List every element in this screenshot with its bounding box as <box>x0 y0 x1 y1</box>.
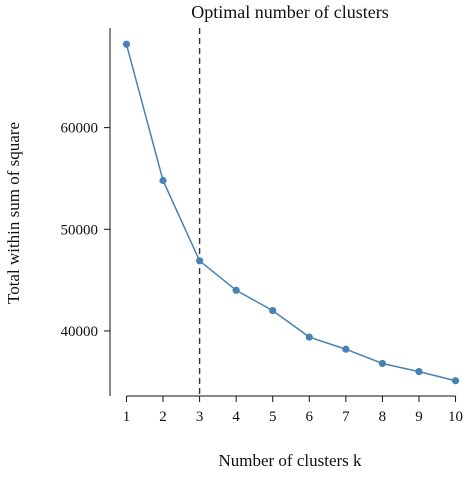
x-tick-label: 2 <box>159 409 167 425</box>
x-tick-label: 9 <box>415 409 423 425</box>
x-tick-label: 1 <box>123 409 131 425</box>
data-point <box>305 333 313 341</box>
data-point <box>159 176 167 185</box>
y-tick-label: 60000 <box>61 121 99 137</box>
x-axis-label: Number of clusters k <box>218 451 362 470</box>
series-layer <box>122 40 460 385</box>
chart-title: Optimal number of clusters <box>191 2 388 22</box>
x-tick-label: 7 <box>342 409 350 425</box>
data-point <box>269 307 277 315</box>
x-tick-label: 8 <box>379 409 387 425</box>
data-point <box>378 359 387 368</box>
x-tick-label: 4 <box>232 409 240 425</box>
y-tick-label: 50000 <box>61 222 99 238</box>
y-tick-label: 40000 <box>61 324 99 340</box>
y-axis-label: Total within sum of square <box>4 122 23 304</box>
x-tick-label: 3 <box>196 409 204 425</box>
data-point <box>122 40 131 48</box>
data-point <box>195 257 204 265</box>
x-tick-label: 10 <box>448 409 463 425</box>
data-point <box>415 368 423 376</box>
series-line <box>125 44 456 382</box>
data-point <box>232 286 240 294</box>
x-tick-label: 5 <box>269 409 277 425</box>
data-point <box>342 345 350 353</box>
axes: 1 2 3 4 5 6 7 8 9 10 40000 50000 60000 <box>61 28 463 425</box>
data-point <box>451 377 460 385</box>
x-tick-label: 6 <box>306 409 314 425</box>
